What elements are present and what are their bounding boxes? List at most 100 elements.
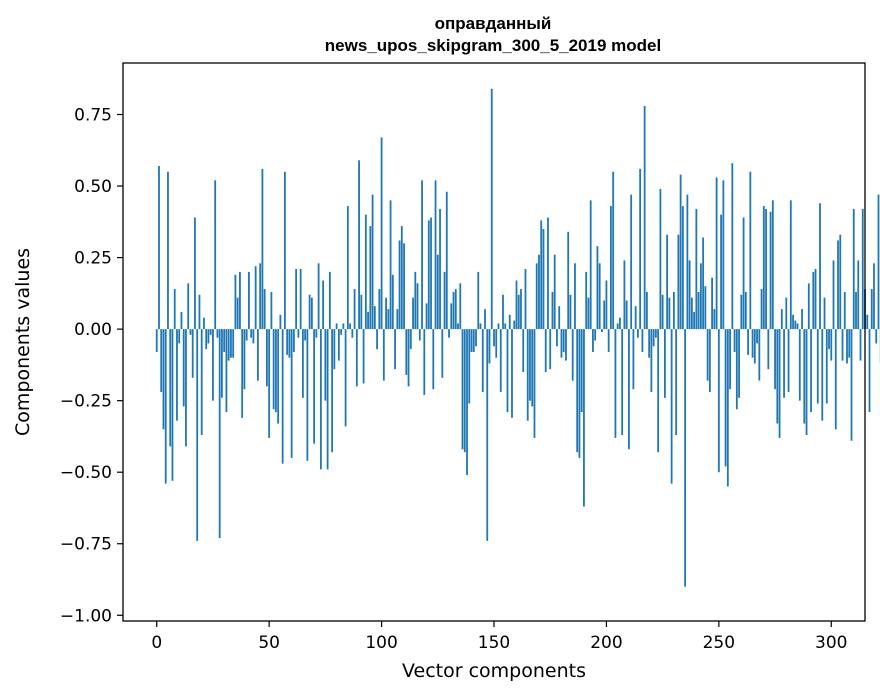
bar [394, 329, 396, 370]
bar [459, 283, 462, 330]
bar [295, 269, 298, 330]
bar [717, 329, 720, 473]
bar [484, 309, 486, 330]
bar [178, 329, 181, 344]
bar [425, 303, 428, 330]
bar [362, 329, 365, 384]
bar [171, 329, 174, 481]
bar [493, 329, 495, 347]
bar [360, 294, 363, 330]
bar [738, 329, 740, 398]
bar [828, 329, 830, 350]
chart-title-line2: news_upos_skipgram_300_5_2019 model [325, 36, 661, 55]
bar [207, 329, 210, 344]
bar [358, 160, 360, 330]
bar [544, 329, 547, 373]
bar [870, 289, 873, 330]
bar [751, 329, 754, 358]
bar [468, 329, 471, 404]
bar [657, 329, 660, 453]
bar [535, 263, 538, 330]
bar [245, 329, 248, 341]
bar [205, 329, 208, 350]
bar [162, 329, 165, 430]
bar [841, 329, 844, 361]
bar [612, 171, 615, 330]
bar [286, 329, 289, 355]
bar [663, 329, 666, 398]
bar [434, 180, 437, 330]
bar [403, 243, 405, 330]
bar [531, 329, 534, 407]
bar [594, 329, 597, 341]
bar [450, 303, 453, 330]
bar [155, 329, 158, 353]
bar [805, 329, 808, 435]
bar [753, 329, 756, 364]
bar [684, 329, 687, 587]
bar [695, 208, 698, 330]
bar [834, 329, 837, 430]
bar [191, 329, 194, 378]
bar [223, 329, 226, 353]
bar [659, 188, 662, 330]
bar [221, 329, 223, 398]
bar [623, 260, 626, 330]
bar [432, 329, 435, 390]
bar [848, 329, 851, 358]
bar [495, 329, 498, 358]
bars-group [155, 88, 880, 587]
bar [230, 329, 232, 358]
bar [234, 274, 237, 330]
bar [819, 203, 821, 330]
bar [275, 329, 277, 413]
bar [605, 280, 608, 330]
bar [560, 329, 563, 358]
bar [542, 228, 545, 330]
bar [688, 260, 691, 330]
bar [538, 254, 540, 330]
x-tick-label: 200 [590, 633, 622, 653]
bar [778, 329, 781, 438]
bar [583, 329, 585, 507]
bar [232, 329, 235, 358]
bar [301, 329, 304, 398]
bar [610, 206, 612, 330]
bar [843, 291, 846, 330]
bar [457, 323, 459, 330]
bar [648, 329, 651, 358]
bar [749, 171, 752, 330]
bar [731, 163, 734, 330]
bar [418, 329, 421, 341]
bar [349, 323, 351, 330]
bar [378, 289, 381, 330]
bar [173, 289, 176, 330]
bar [697, 291, 700, 330]
bar [227, 329, 230, 361]
bar [346, 206, 349, 330]
bar [850, 329, 853, 441]
y-axis-ticks: −1.00 −0.75 −0.50 −0.25 0.00 0.25 0.50 0.75 [60, 106, 123, 626]
bar [571, 329, 574, 381]
bar [488, 329, 491, 364]
bar [742, 217, 745, 330]
bar [385, 297, 387, 330]
bar [616, 323, 619, 330]
bar [272, 329, 275, 410]
bar [196, 329, 199, 541]
bar [506, 329, 509, 413]
bar [724, 329, 727, 467]
bar [180, 311, 183, 330]
bar [875, 329, 878, 344]
bar [263, 289, 266, 330]
bar [650, 329, 653, 393]
bar [412, 297, 414, 330]
bar [587, 297, 590, 330]
bar [846, 329, 848, 364]
bar [328, 271, 331, 330]
x-tick-label: 100 [365, 633, 397, 653]
bar [704, 286, 707, 330]
bar [326, 329, 329, 470]
bar [720, 214, 722, 330]
